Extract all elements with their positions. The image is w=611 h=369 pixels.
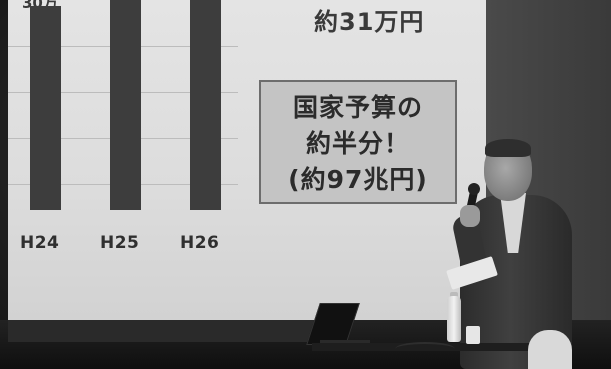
- callout-box: 国家予算の 約半分！ (約97兆円): [259, 80, 457, 204]
- speaker-hair: [485, 139, 531, 157]
- x-axis-label: H26: [180, 233, 220, 253]
- cable: [395, 342, 455, 356]
- x-axis-label: H25: [100, 233, 140, 253]
- stage-edge: [8, 320, 318, 342]
- slide-headline: 約31万円: [314, 8, 425, 36]
- callout-line: (約97兆円): [288, 165, 428, 194]
- microphone-head: [468, 183, 480, 195]
- water-bottle-icon: [447, 296, 461, 342]
- projection-screen: 30万 約31万円 国家予算の 約半分！ (約97兆円) H24 H25 H26: [8, 0, 486, 320]
- bar-H26: [190, 0, 221, 210]
- speaker-hand: [460, 205, 480, 227]
- chair: [528, 330, 572, 369]
- bar-H25: [110, 0, 141, 210]
- speaker: [440, 135, 590, 369]
- bar-H24: [30, 6, 61, 210]
- water-bottle-cap: [450, 292, 458, 298]
- laptop-base: [320, 340, 370, 345]
- cup: [466, 326, 480, 344]
- x-axis-label: H24: [20, 233, 60, 253]
- callout-line: 約半分！: [305, 129, 410, 158]
- callout-line: 国家予算の: [292, 93, 423, 122]
